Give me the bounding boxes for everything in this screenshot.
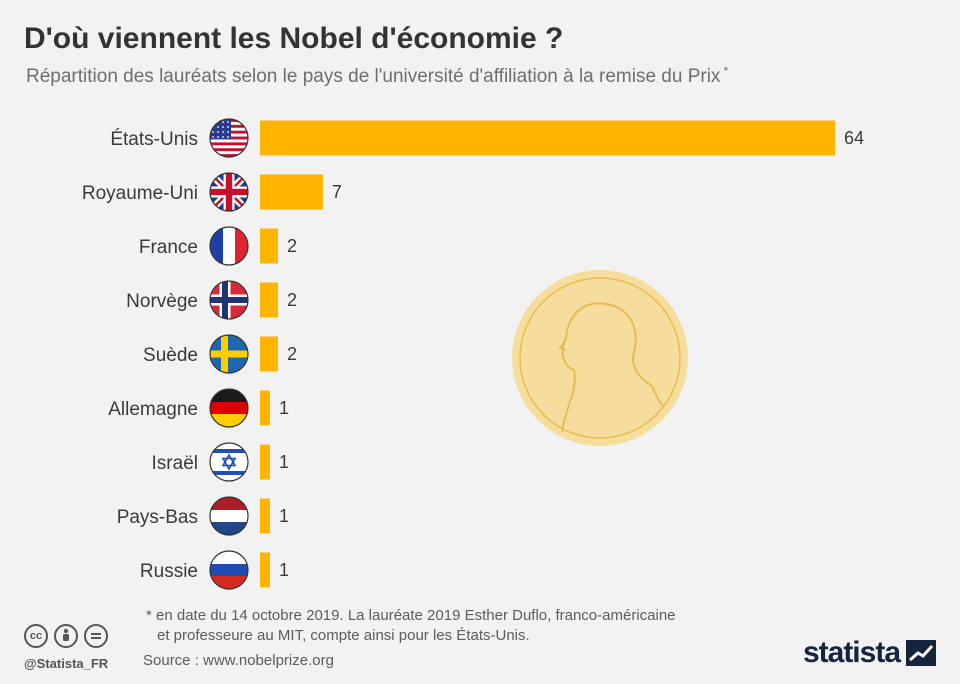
bar bbox=[260, 228, 278, 264]
statista-logo[interactable]: statista bbox=[803, 636, 936, 670]
value-label: 2 bbox=[287, 344, 297, 364]
sweden-flag-icon bbox=[209, 334, 249, 374]
category-label: Russie bbox=[140, 561, 198, 582]
value-label: 64 bbox=[844, 128, 864, 148]
value-label: 1 bbox=[279, 560, 289, 580]
russia-flag-icon bbox=[209, 550, 249, 590]
bar bbox=[260, 390, 270, 426]
brand-name: statista bbox=[802, 636, 901, 669]
subtitle-footnote-mark: * bbox=[723, 64, 729, 78]
bar-chart: États-Unis 64 Royaume-Uni 7 France 2 Norvège 2 S… bbox=[82, 118, 864, 590]
category-label: Royaume-Uni bbox=[82, 183, 198, 204]
source-text: Source : www.nobelprize.org bbox=[143, 652, 334, 669]
category-label: Pays-Bas bbox=[117, 507, 198, 528]
bar bbox=[260, 174, 323, 210]
bar bbox=[260, 444, 270, 480]
bar bbox=[260, 120, 835, 156]
category-label: Allemagne bbox=[108, 399, 198, 420]
category-label: Suède bbox=[143, 345, 198, 366]
value-label: 2 bbox=[287, 290, 297, 310]
statista-logo-icon bbox=[906, 640, 936, 666]
us-flag-icon bbox=[209, 118, 249, 158]
by-icon bbox=[54, 624, 78, 648]
chart-subtitle-text: Répartition des lauréats selon le pays d… bbox=[26, 66, 721, 87]
norway-flag-icon bbox=[209, 280, 249, 320]
bar bbox=[260, 336, 278, 372]
chart-subtitle: Répartition des lauréats selon le pays d… bbox=[26, 64, 728, 88]
value-label: 1 bbox=[279, 506, 289, 526]
france-flag-icon bbox=[209, 226, 249, 266]
bar bbox=[260, 498, 270, 534]
social-handle[interactable]: @Statista_FR bbox=[24, 656, 109, 671]
germany-flag-icon bbox=[209, 388, 249, 428]
value-label: 1 bbox=[279, 452, 289, 472]
netherlands-flag-icon bbox=[209, 496, 249, 536]
nd-icon bbox=[84, 624, 108, 648]
value-label: 2 bbox=[287, 236, 297, 256]
category-label: Norvège bbox=[126, 291, 198, 312]
israel-flag-icon bbox=[209, 442, 249, 482]
category-label: Israël bbox=[152, 453, 198, 474]
footnote: * en date du 14 octobre 2019. La lauréat… bbox=[146, 606, 676, 646]
footnote-line-2: et professeure au MIT, compte ainsi pour… bbox=[157, 627, 530, 644]
value-label: 1 bbox=[279, 398, 289, 418]
category-label: États-Unis bbox=[110, 129, 198, 150]
chart-title: D'où viennent les Nobel d'économie ? bbox=[24, 22, 564, 55]
cc-icon: cc bbox=[24, 624, 48, 648]
bar bbox=[260, 552, 270, 588]
category-label: France bbox=[139, 237, 198, 258]
footnote-line-1: * en date du 14 octobre 2019. La lauréat… bbox=[146, 607, 676, 624]
bar bbox=[260, 282, 278, 318]
uk-flag-icon bbox=[209, 172, 249, 212]
value-label: 7 bbox=[332, 182, 342, 202]
nobel-medal-icon bbox=[512, 270, 688, 446]
license-icons[interactable]: cc bbox=[24, 624, 108, 648]
